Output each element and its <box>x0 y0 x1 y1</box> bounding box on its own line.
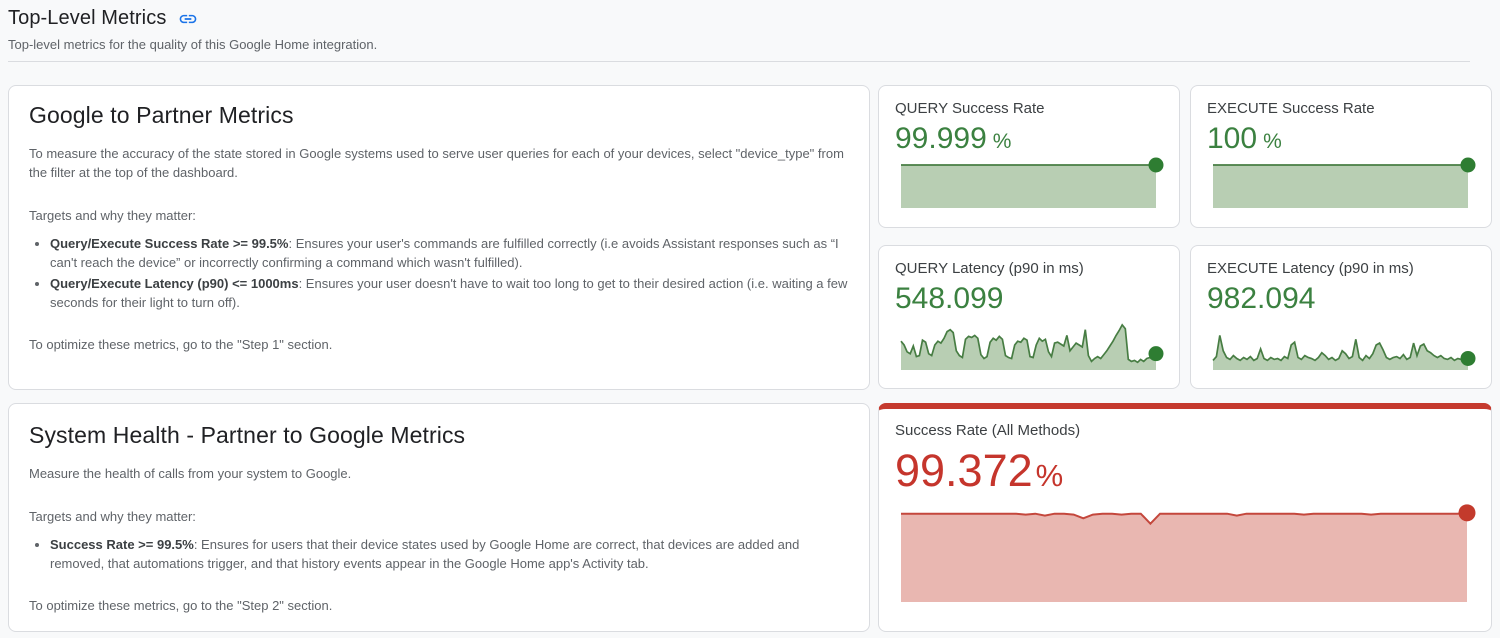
metric-card-execute-success-rate: EXECUTE Success Rate 100% <box>1190 85 1492 228</box>
targets-label: Targets and why they matter: <box>29 208 196 223</box>
google-to-partner-intro: To measure the accuracy of the state sto… <box>29 146 844 180</box>
targets-list: Success Rate >= 99.5%: Ensures for users… <box>29 535 849 573</box>
target-item: Query/Execute Latency (p90) <= 1000ms: E… <box>50 274 849 312</box>
google-to-partner-card: Google to Partner Metrics To measure the… <box>8 85 870 390</box>
system-health-intro: Measure the health of calls from your sy… <box>29 466 352 481</box>
metric-label: QUERY Latency (p90 in ms) <box>895 260 1084 277</box>
metric-number: 99.372 <box>895 445 1033 496</box>
metric-card-query-latency: QUERY Latency (p90 in ms) 548.099 <box>878 245 1180 389</box>
target-term: Success Rate >= 99.5% <box>50 537 194 552</box>
target-term: Query/Execute Success Rate >= 99.5% <box>50 236 289 251</box>
metric-unit: % <box>992 130 1012 153</box>
metric-unit: % <box>1263 130 1282 153</box>
success-rate-all-methods-card: Success Rate (All Methods) 99.372% <box>878 403 1492 632</box>
metric-label: EXECUTE Success Rate <box>1207 100 1375 117</box>
metric-value: 100% <box>1207 122 1475 156</box>
page-title: Top-Level Metrics <box>8 7 167 29</box>
sparkline-chart <box>900 320 1164 370</box>
system-health-title: System Health - Partner to Google Metric… <box>29 422 466 448</box>
optimize-note: To optimize these metrics, go to the "St… <box>29 598 333 613</box>
target-desc: : Ensures for users that their device st… <box>50 537 800 571</box>
metric-value: 982.094 <box>1207 282 1475 316</box>
sparkline-chart <box>901 504 1476 602</box>
page-subtitle: Top-level metrics for the quality of thi… <box>8 37 378 52</box>
google-to-partner-title: Google to Partner Metrics <box>29 102 294 128</box>
metric-value: 99.999% <box>895 122 1163 156</box>
target-term: Query/Execute Latency (p90) <= 1000ms <box>50 276 299 291</box>
targets-list: Query/Execute Success Rate >= 99.5%: Ens… <box>29 234 849 312</box>
target-desc: : Ensures your user's commands are fulfi… <box>50 236 839 270</box>
metric-number: 99.999 <box>895 122 987 155</box>
metric-value: 99.372% <box>895 445 1475 497</box>
metric-number: 548.099 <box>895 282 1004 315</box>
optimize-note: To optimize these metrics, go to the "St… <box>29 337 333 352</box>
sparkline-chart <box>1212 320 1476 370</box>
sparkline-chart <box>901 157 1164 208</box>
metric-unit: % <box>1035 458 1064 493</box>
metric-label: EXECUTE Latency (p90 in ms) <box>1207 260 1414 277</box>
target-desc: : Ensures your user doesn't have to wait… <box>50 276 848 310</box>
metric-card-query-success-rate: QUERY Success Rate 99.999% <box>878 85 1180 228</box>
metric-value: 548.099 <box>895 282 1163 316</box>
target-item: Query/Execute Success Rate >= 99.5%: Ens… <box>50 234 849 272</box>
header-divider: Top-Level Metrics Top-level metrics for … <box>8 0 1470 62</box>
page-header: Top-Level Metrics Top-level metrics for … <box>0 0 1500 62</box>
metric-number: 100 <box>1207 122 1258 155</box>
metric-label: QUERY Success Rate <box>895 100 1045 117</box>
metric-card-execute-latency: EXECUTE Latency (p90 in ms) 982.094 <box>1190 245 1492 389</box>
metric-label: Success Rate (All Methods) <box>895 422 1081 439</box>
target-item: Success Rate >= 99.5%: Ensures for users… <box>50 535 849 573</box>
link-icon[interactable] <box>178 9 198 29</box>
metric-number: 982.094 <box>1207 282 1316 315</box>
system-health-card: System Health - Partner to Google Metric… <box>8 403 870 632</box>
sparkline-chart <box>1213 157 1476 208</box>
targets-label: Targets and why they matter: <box>29 509 196 524</box>
